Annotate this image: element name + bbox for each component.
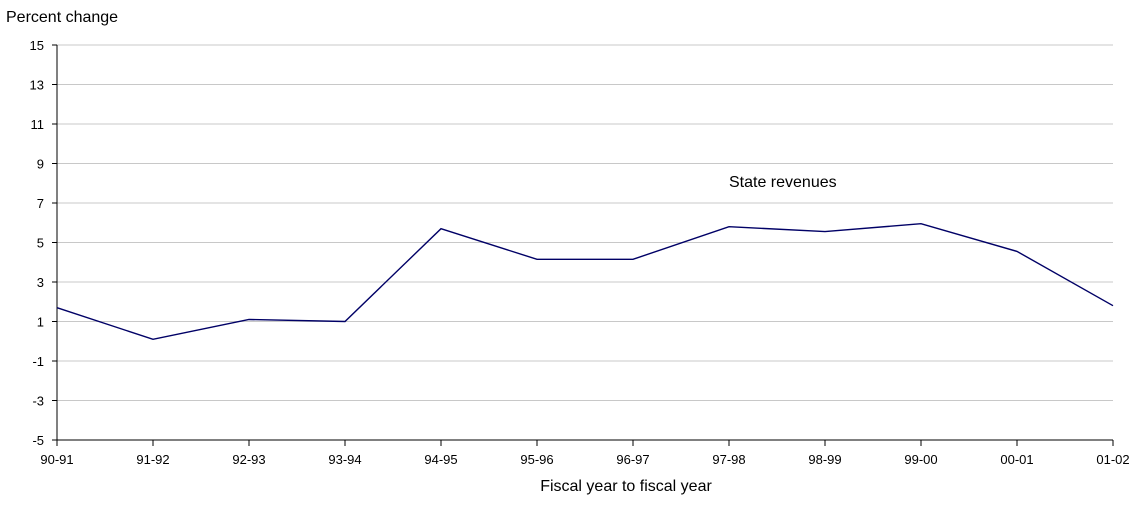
y-tick-label: 7 — [37, 196, 44, 211]
x-tick-label: 96-97 — [616, 452, 649, 467]
x-tick-label: 94-95 — [424, 452, 457, 467]
x-tick-label: 93-94 — [328, 452, 361, 467]
x-tick-label: 92-93 — [232, 452, 265, 467]
y-tick-label: 11 — [31, 117, 45, 132]
y-tick-label: -3 — [32, 394, 44, 409]
y-tick-label: -1 — [32, 354, 44, 369]
x-tick-label: 00-01 — [1000, 452, 1033, 467]
y-axis-label: Percent change — [6, 9, 118, 26]
y-tick-label: 13 — [30, 78, 44, 93]
x-tick-label: 95-96 — [520, 452, 553, 467]
y-tick-label: 9 — [37, 157, 44, 172]
x-tick-label: 01-02 — [1096, 452, 1129, 467]
y-tick-label: 15 — [30, 38, 44, 53]
x-axis-label: Fiscal year to fiscal year — [540, 478, 712, 495]
series-group — [56, 222, 1114, 341]
y-tick-label: 1 — [37, 315, 44, 330]
gridlines — [57, 44, 1113, 401]
x-tick-label: 99-00 — [904, 452, 937, 467]
y-tick-label: 5 — [37, 236, 44, 251]
x-axis-ticks: 90-91 91-92 92-93 93-94 94-95 95-96 96-97 97-98… — [40, 440, 1130, 467]
x-tick-label: 90-91 — [40, 452, 73, 467]
y-tick-label: -5 — [32, 433, 44, 448]
y-tick-label: 3 — [37, 275, 44, 290]
series-annotation-label: State revenues — [729, 174, 837, 191]
x-tick-label: 91-92 — [136, 452, 169, 467]
annotations: State revenues — [729, 174, 837, 191]
x-tick-label: 98-99 — [808, 452, 841, 467]
series-line-state-revenues — [56, 222, 1114, 341]
x-tick-label: 97-98 — [712, 452, 745, 467]
